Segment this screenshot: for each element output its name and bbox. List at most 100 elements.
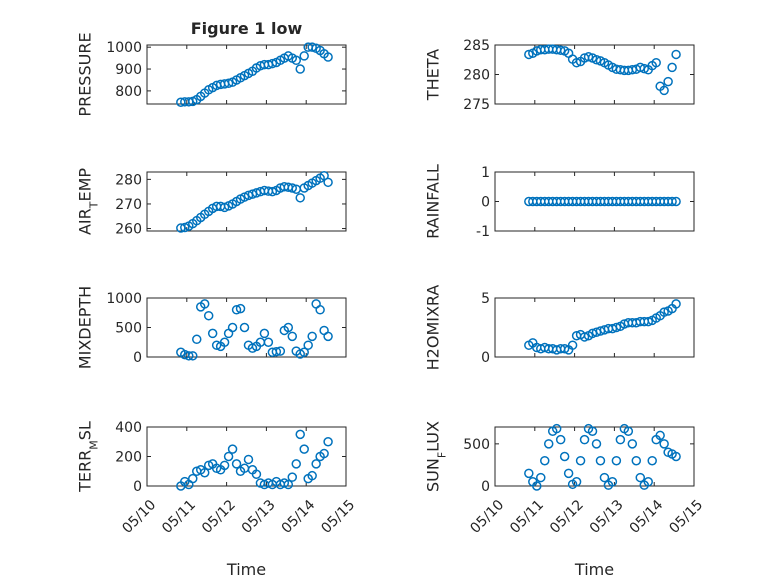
data-point [659, 85, 669, 96]
y-tick-label: 260 [115, 222, 142, 238]
data-point [251, 469, 262, 479]
data-point [203, 310, 214, 321]
data-point [295, 429, 305, 440]
x-tick-label: 05/10 [119, 497, 159, 537]
y-tick-label: 900 [115, 62, 142, 78]
x-tick-label: 05/11 [507, 497, 547, 537]
y-tick-label: 500 [463, 437, 490, 453]
data-point [611, 322, 622, 333]
y-tick-label: -1 [476, 224, 490, 240]
data-point [299, 444, 309, 454]
data-point [643, 316, 653, 327]
data-point [227, 322, 238, 333]
y-tick-label: 5 [481, 291, 490, 307]
x-tick-label: 05/12 [199, 497, 239, 537]
series-markers [524, 299, 681, 355]
data-point [323, 52, 333, 62]
data-point [287, 472, 298, 482]
y-tick-label: 275 [463, 97, 490, 113]
data-point [223, 78, 234, 88]
data-point [595, 455, 606, 466]
data-point [299, 51, 309, 61]
data-point [623, 426, 634, 436]
x-tick-label: 05/14 [279, 497, 319, 537]
y-tick-label: 270 [115, 197, 142, 213]
x-axis-label: Time [226, 560, 266, 579]
data-point [671, 299, 681, 309]
data-point [563, 468, 574, 479]
subplot-5: 0 500 1000 MIXDEPTH [76, 286, 347, 369]
data-point [667, 62, 677, 73]
y-tick-label: 0 [133, 350, 142, 366]
data-point [243, 454, 254, 465]
data-point [663, 76, 673, 87]
data-point [295, 64, 305, 74]
data-point [575, 455, 586, 466]
series-markers [524, 196, 681, 207]
data-point [283, 322, 294, 333]
data-point [295, 193, 305, 203]
x-axis-label: Time [574, 560, 614, 579]
series-markers [176, 42, 333, 108]
y-tick-label: 0 [481, 479, 490, 495]
subplot-7: 0 200 400 05/10 05/11 05/12 05/13 05/14 05/15 TER… [76, 420, 359, 579]
data-point [639, 63, 649, 74]
data-point [267, 58, 278, 69]
data-point [611, 455, 622, 466]
y-axis-label: AIRTEMP [76, 168, 101, 235]
series-markers [176, 299, 333, 361]
data-point [323, 177, 333, 188]
data-point [635, 472, 646, 483]
data-point [555, 45, 566, 56]
data-point [307, 331, 317, 342]
data-point [667, 196, 677, 207]
data-point [192, 334, 202, 345]
y-axis-label: TERRMSL [76, 421, 101, 493]
chart-title: Figure 1 low [191, 19, 303, 38]
data-point [607, 477, 618, 487]
data-point [271, 346, 282, 357]
data-point [555, 434, 566, 445]
data-point [627, 439, 638, 449]
x-tick-label: 05/14 [627, 497, 667, 537]
data-point [671, 451, 681, 462]
y-axis-label: PRESSURE [76, 32, 95, 116]
data-point [275, 346, 286, 356]
data-point [299, 347, 309, 358]
data-point [559, 343, 570, 354]
data-point [207, 328, 218, 339]
y-tick-label: 200 [115, 450, 142, 466]
x-tick-label: 05/15 [318, 497, 358, 537]
y-tick-label: 285 [463, 38, 490, 54]
y-axis-label: MIXDEPTH [76, 286, 95, 369]
y-axis-label: THETA [424, 49, 443, 101]
data-point [219, 337, 230, 347]
data-point [583, 52, 594, 62]
data-point [311, 459, 321, 469]
data-point [323, 437, 333, 447]
data-point [211, 340, 222, 350]
x-tick-label: 05/13 [239, 497, 279, 537]
y-tick-label: 0 [481, 195, 490, 211]
data-point [551, 423, 562, 434]
x-tick-label: 05/12 [547, 497, 587, 537]
data-point [259, 328, 270, 339]
data-point [532, 481, 542, 491]
y-axis-label: RAINFALL [424, 164, 443, 239]
y-tick-label: 1000 [106, 291, 142, 307]
data-point [631, 455, 642, 466]
data-point [323, 331, 333, 342]
data-point [267, 186, 278, 197]
x-tick-label: 05/11 [159, 497, 199, 537]
y-tick-label: 280 [115, 172, 142, 188]
y-tick-label: 1 [481, 165, 490, 181]
data-point [223, 451, 234, 462]
data-point [647, 455, 657, 466]
subplot-2: 275 280 285 THETA [424, 38, 695, 113]
data-point [655, 430, 665, 441]
data-point [239, 322, 250, 333]
data-point [536, 472, 546, 483]
data-point [283, 479, 294, 490]
y-tick-label: 1000 [106, 40, 142, 56]
